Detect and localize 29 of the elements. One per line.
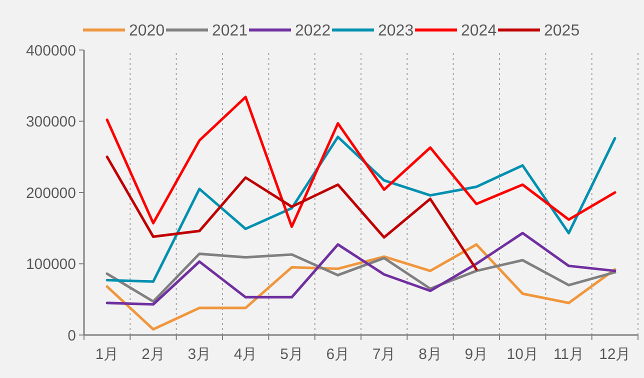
x-tick-label: 12月 bbox=[599, 346, 631, 363]
y-tick-label: 300000 bbox=[26, 114, 76, 130]
legend-label: 2020 bbox=[129, 22, 165, 40]
x-tick-label: 11月 bbox=[553, 346, 584, 363]
legend-label: 2025 bbox=[544, 22, 580, 40]
line-series bbox=[106, 136, 616, 283]
x-tick-label: 7月 bbox=[372, 346, 396, 363]
x-tick-label: 4月 bbox=[234, 346, 258, 363]
y-tick-label: 200000 bbox=[26, 184, 76, 202]
legend-label: 2021 bbox=[212, 22, 248, 40]
x-tick-label: 3月 bbox=[188, 346, 212, 363]
legend-label: 2024 bbox=[461, 22, 497, 40]
x-tick-label: 1月 bbox=[95, 346, 119, 363]
line-series bbox=[106, 252, 616, 303]
x-tick-label: 6月 bbox=[326, 346, 350, 363]
x-tick-label: 5月 bbox=[280, 346, 304, 363]
line-series bbox=[106, 243, 616, 331]
line-series bbox=[106, 96, 616, 228]
x-tick-label: 2月 bbox=[142, 346, 165, 363]
line-series bbox=[106, 156, 478, 271]
legend-label: 2022 bbox=[295, 22, 331, 40]
y-tick-label: 0 bbox=[68, 327, 76, 344]
x-tick-label: 10月 bbox=[506, 346, 538, 363]
y-tick-label: 400000 bbox=[26, 42, 76, 60]
legend-label: 2023 bbox=[378, 22, 414, 40]
y-tick-label: 100000 bbox=[26, 256, 76, 273]
x-tick-label: 9月 bbox=[464, 346, 488, 363]
x-tick-label: 8月 bbox=[418, 346, 442, 363]
line-series bbox=[106, 232, 616, 306]
